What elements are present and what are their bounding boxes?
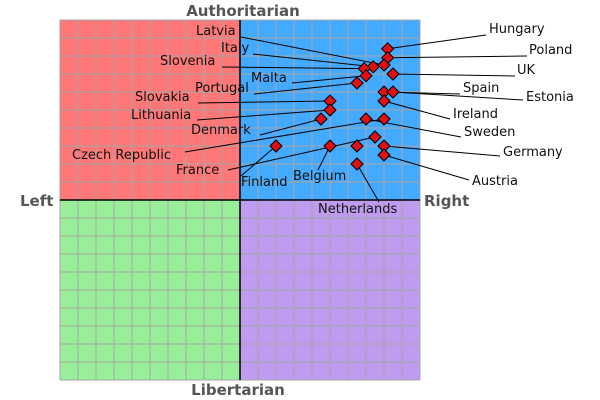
point-marker-austria [377,148,391,162]
point-label-sweden: Sweden [464,125,515,140]
leader-line-malta [291,75,367,84]
point-label-poland: Poland [529,43,572,58]
axis-label-bottom: Libertarian [191,381,285,399]
point-label-lithuania: Lithuania [131,108,191,123]
point-marker-belgium [323,139,337,153]
point-marker-latvia [377,58,391,72]
leader-line-germany [383,145,501,157]
leader-line-estonia [392,91,524,101]
leader-line-lithuania [196,109,331,121]
leader-line-finland [240,145,277,177]
point-label-ireland: Ireland [453,107,498,122]
point-marker-portugal [350,76,364,90]
leader-line-denmark [259,118,322,136]
point-label-malta: Malta [251,71,287,86]
point-marker-estonia [386,85,400,99]
point-marker-italy [366,60,380,74]
point-label-latvia: Latvia [196,24,236,39]
point-marker-czech-republic [377,112,391,126]
point-marker-netherlands [350,157,364,171]
leader-line-latvia [240,36,385,66]
point-marker-denmark [314,112,328,126]
point-label-finland: Finland [241,175,287,190]
point-label-czech-republic: Czech Republic [72,148,171,163]
point-label-portugal: Portugal [195,81,249,96]
leader-line-czech-republic [184,118,385,153]
leader-line-hungary [387,34,487,50]
leader-line-slovakia [197,100,331,104]
point-label-estonia: Estonia [526,90,574,105]
point-label-germany: Germany [503,145,563,160]
point-label-austria: Austria [472,174,518,189]
leader-line-ireland [383,100,451,120]
point-marker-lithuania [323,103,337,117]
axis-label-left: Left [20,192,53,210]
point-marker-ireland [377,94,391,108]
point-label-denmark: Denmark [191,123,251,138]
point-marker-malta [359,69,373,83]
leader-line-poland [387,55,528,59]
point-label-slovenia: Slovenia [160,54,215,69]
leader-line-france [227,136,376,171]
leader-line-slovenia [221,66,365,70]
point-label-netherlands: Netherlands [318,202,397,217]
point-label-uk: UK [517,63,536,78]
point-label-slovakia: Slovakia [135,90,190,105]
point-label-spain: Spain [463,81,499,96]
point-marker-uk [386,67,400,81]
point-marker-unlabeled [350,139,364,153]
leader-line-italy [252,53,374,68]
axis-label-right: Right [424,192,469,210]
leader-line-netherlands [356,163,380,203]
point-label-belgium: Belgium [293,169,346,184]
leader-line-austria [383,154,470,181]
leader-line-portugal [253,82,358,95]
axis-label-top: Authoritarian [186,2,300,20]
point-marker-finland [269,139,283,153]
point-marker-sweden [359,112,373,126]
point-label-italy: Italy [221,41,250,56]
leader-line-uk [392,73,516,77]
point-label-hungary: Hungary [489,22,545,37]
point-marker-france [368,130,382,144]
point-label-france: France [176,163,219,178]
